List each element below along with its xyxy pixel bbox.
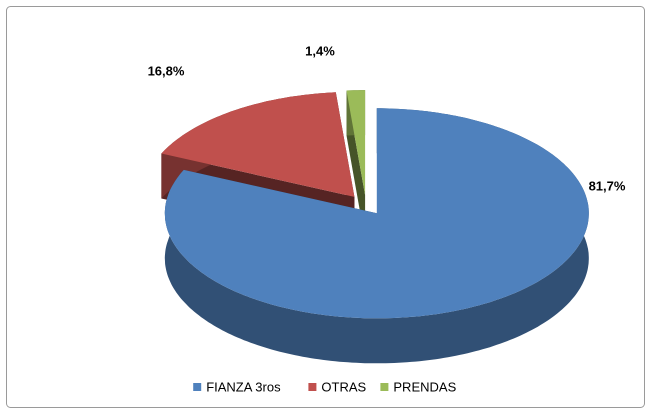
pie-slice xyxy=(346,90,366,241)
pie-slice xyxy=(164,108,589,364)
data-label: 16,8% xyxy=(148,63,185,78)
legend-label: OTRAS xyxy=(321,379,366,394)
legend-swatch xyxy=(193,383,202,391)
data-label: 1,4% xyxy=(305,43,335,58)
legend-label: FIANZA 3ros xyxy=(206,379,281,394)
slice-top xyxy=(161,92,355,197)
data-label: 81,7% xyxy=(589,178,626,193)
slice-top xyxy=(164,108,589,319)
legend-swatch xyxy=(308,383,317,391)
legend-swatch xyxy=(380,383,389,391)
slice-top xyxy=(346,90,366,196)
legend-label: PRENDAS xyxy=(393,379,456,394)
